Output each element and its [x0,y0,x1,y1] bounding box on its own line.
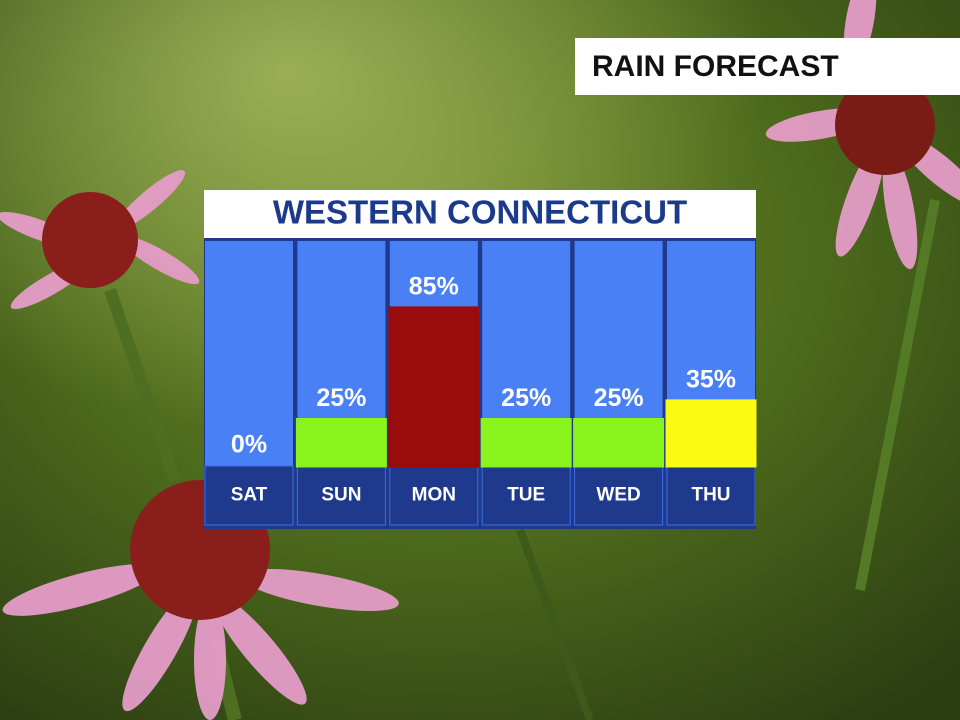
value-label: 35% [686,366,736,394]
plot-frame [204,238,756,529]
value-label: 25% [501,384,551,412]
x-tick-label: SAT [231,485,268,506]
day-band [296,465,386,526]
banner [575,38,960,95]
title-band [204,190,756,238]
value-label: 0% [231,431,267,459]
x-tick-label: SUN [321,485,361,506]
x-tick-label: TUE [507,485,545,506]
bar [388,306,480,468]
day-band [666,465,756,526]
x-tick-label: MON [412,485,456,506]
banner-text: RAIN FORECAST [592,50,839,83]
bar [665,399,757,468]
chart-title: WESTERN CONNECTICUT [273,194,687,231]
day-band [389,465,479,526]
column [205,241,293,466]
day-band [481,465,571,526]
value-label: 25% [594,384,644,412]
x-tick-label: WED [596,485,640,506]
value-label: 85% [409,273,459,301]
bar [295,418,387,468]
x-tick-label: THU [691,485,730,506]
bar [573,418,665,468]
day-band [204,465,294,526]
bar [480,418,572,468]
value-label: 25% [316,384,366,412]
